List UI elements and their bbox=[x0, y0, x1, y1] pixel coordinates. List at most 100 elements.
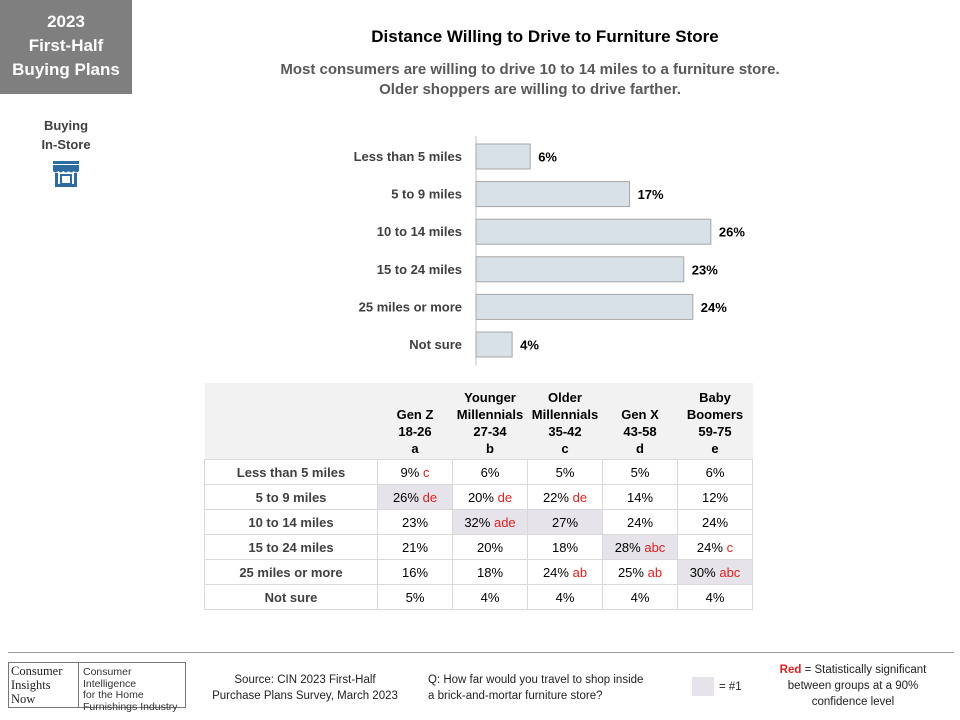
category-label: 15 to 24 miles bbox=[377, 262, 462, 277]
cell-value: 24% bbox=[626, 514, 654, 530]
cell-value: 6% bbox=[480, 464, 500, 480]
table-cell: 24% bbox=[602, 509, 678, 535]
row-label: 25 miles or more bbox=[204, 559, 378, 585]
cell-value: 4% bbox=[705, 589, 725, 605]
column-header-line1: Older bbox=[548, 390, 582, 405]
category-label: 10 to 14 miles bbox=[377, 224, 462, 239]
column-header-line2: Gen Z bbox=[396, 407, 434, 422]
bar bbox=[475, 293, 694, 320]
logo-word-2: Insights bbox=[11, 678, 51, 692]
badge-line1: First-Half bbox=[28, 36, 104, 55]
significance-note: Red = Statistically significant between … bbox=[768, 662, 938, 710]
significance-letters: de bbox=[422, 489, 438, 505]
significance-letters: ab bbox=[647, 564, 663, 580]
section-label: Buying In-Store bbox=[20, 116, 112, 154]
cell-value: 23% bbox=[401, 514, 429, 530]
highlight-legend-label: = #1 bbox=[719, 681, 742, 693]
cell-value: 4% bbox=[630, 589, 650, 605]
cell-value: 22% bbox=[542, 489, 569, 505]
significance-letters: c bbox=[726, 539, 734, 555]
table-corner bbox=[204, 383, 378, 460]
highlight-legend-swatch bbox=[692, 677, 714, 696]
column-header-line2: Millennials bbox=[531, 407, 599, 422]
table-row: 10 to 14 miles 23% 32% ade 27% 24% 24% bbox=[204, 509, 753, 535]
bar bbox=[475, 331, 513, 358]
significance-letters: abc bbox=[644, 539, 666, 555]
footer-divider bbox=[8, 652, 954, 653]
cell-value: 5% bbox=[405, 589, 425, 605]
column-header-line2: Boomers bbox=[686, 407, 744, 422]
cell-value: 26% bbox=[392, 489, 419, 505]
cell-value: 20% bbox=[467, 489, 494, 505]
cin-logo: Consumer Insights Now Consumer Intellige… bbox=[8, 662, 186, 712]
chart-title: Distance Willing to Drive to Furniture S… bbox=[371, 27, 719, 46]
category-label: 25 miles or more bbox=[359, 299, 462, 314]
bar bbox=[475, 181, 631, 208]
table-row: 25 miles or more 16% 18% 24% ab 25% ab 30% ab… bbox=[204, 559, 753, 585]
table-cell: 4% bbox=[602, 584, 678, 610]
table-row: 15 to 24 miles 21% 20% 18% 28% abc 24% c bbox=[204, 534, 753, 560]
table-body: Less than 5 miles 9% c 6% 5% 5% 6% 5 to 9 mile… bbox=[204, 459, 753, 610]
bar-value-label: 17% bbox=[638, 187, 664, 202]
column-header-line3: 43-58 bbox=[623, 424, 657, 439]
bar-value-label: 26% bbox=[719, 225, 745, 240]
significance-letters: c bbox=[422, 464, 430, 480]
logo-tagline: Consumer Intelligence for the Home Furni… bbox=[79, 663, 185, 712]
badge-line2: Buying Plans bbox=[12, 60, 120, 79]
cell-value: 9% bbox=[400, 464, 420, 480]
column-header: Younger Millennials 27-34 b bbox=[452, 383, 528, 460]
table-cell: 16% bbox=[377, 559, 453, 585]
column-header-line3: 27-34 bbox=[473, 424, 507, 439]
bar bbox=[475, 218, 712, 245]
cell-value: 4% bbox=[555, 589, 575, 605]
table-cell: 5% bbox=[602, 459, 678, 485]
logo-word-1: Consumer bbox=[11, 664, 63, 678]
row-label: Not sure bbox=[204, 584, 378, 610]
cell-value: 27% bbox=[551, 514, 579, 530]
table-cell: 20% de bbox=[452, 484, 528, 510]
column-header-line1 bbox=[603, 389, 678, 406]
bar-value-label: 6% bbox=[538, 150, 557, 165]
source-note: Source: CIN 2023 First-Half Purchase Pla… bbox=[200, 672, 410, 704]
table-cell: 24% ab bbox=[527, 559, 603, 585]
cell-value: 12% bbox=[701, 489, 729, 505]
column-header-line3: 35-42 bbox=[548, 424, 582, 439]
bar-value-label: 24% bbox=[701, 300, 727, 315]
column-header-line3: 59-75 bbox=[698, 424, 732, 439]
table-cell: 18% bbox=[452, 559, 528, 585]
column-header-letter: e bbox=[711, 441, 719, 456]
bar-value-label: 4% bbox=[520, 338, 539, 353]
column-header: Gen X 43-58 d bbox=[602, 383, 678, 460]
significance-letters: ade bbox=[493, 514, 516, 530]
bar bbox=[475, 143, 531, 170]
table-cell: 4% bbox=[527, 584, 603, 610]
column-header-line3: 18-26 bbox=[398, 424, 432, 439]
column-header-line1: Younger bbox=[464, 390, 516, 405]
logo-tagline-1: Consumer Intelligence bbox=[83, 666, 137, 690]
column-header-letter: d bbox=[636, 441, 644, 456]
table-cell: 32% ade bbox=[452, 509, 528, 535]
category-label: 5 to 9 miles bbox=[391, 187, 462, 202]
source-line1: Source: CIN 2023 First-Half bbox=[234, 674, 376, 686]
cell-value: 14% bbox=[626, 489, 654, 505]
cell-value: 16% bbox=[401, 564, 429, 580]
cell-value: 20% bbox=[476, 539, 504, 555]
table-cell: 28% abc bbox=[602, 534, 678, 560]
table-row: Less than 5 miles 9% c 6% 5% 5% 6% bbox=[204, 459, 753, 485]
column-header-letter: a bbox=[411, 441, 419, 456]
column-header-line2: Gen X bbox=[621, 407, 659, 422]
cell-value: 4% bbox=[480, 589, 500, 605]
table-row: 5 to 9 miles 26% de 20% de 22% de 14% 12% bbox=[204, 484, 753, 510]
table-cell: 5% bbox=[377, 584, 453, 610]
survey-question: Q: How far would you travel to shop insi… bbox=[428, 672, 678, 704]
logo-tagline-3: Furnishings Industry bbox=[83, 700, 178, 713]
question-line2: a brick-and-mortar furniture store? bbox=[428, 690, 603, 702]
cell-value: 5% bbox=[630, 464, 650, 480]
cell-value: 32% bbox=[464, 514, 491, 530]
row-label: 15 to 24 miles bbox=[204, 534, 378, 560]
table-cell: 6% bbox=[677, 459, 753, 485]
source-line2: Purchase Plans Survey, March 2023 bbox=[212, 690, 398, 702]
table-cell: 22% de bbox=[527, 484, 603, 510]
table-cell: 30% abc bbox=[677, 559, 753, 585]
cell-value: 24% bbox=[696, 539, 723, 555]
